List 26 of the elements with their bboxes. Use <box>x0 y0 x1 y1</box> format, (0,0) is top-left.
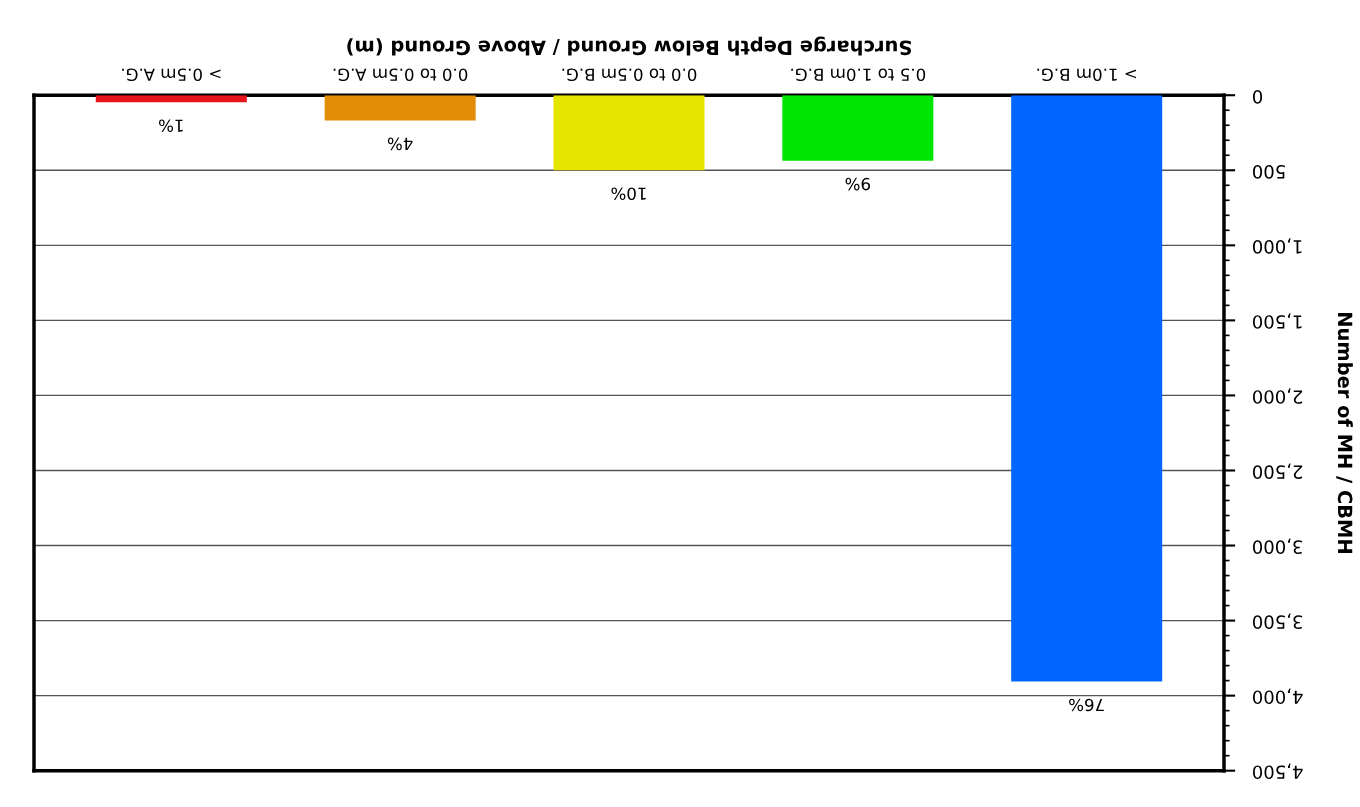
y-tick-label: 3,500 <box>1252 613 1303 629</box>
y-axis-title: Number of MH / CBMH <box>1336 313 1353 553</box>
bar <box>1011 95 1163 682</box>
x-tick-label: > 0.5m A.G. <box>122 68 221 82</box>
y-tick-label: 4,500 <box>1252 763 1303 780</box>
bar <box>324 95 476 121</box>
y-tick-label: 2,500 <box>1252 463 1303 479</box>
y-tick-label: 2,000 <box>1252 388 1303 404</box>
x-tick-label: 0.0 to 0.5m B.G. <box>562 68 697 82</box>
y-tick-label: 4,000 <box>1252 688 1303 705</box>
x-tick-label: 0.0 to 0.5m A.G. <box>333 68 468 82</box>
annotation: 9% <box>845 177 871 191</box>
y-tick-label: 1,500 <box>1252 313 1302 329</box>
y-tick-label: 1,000 <box>1252 238 1302 254</box>
annotation: 4% <box>387 137 413 151</box>
x-tick-label: > 1.0m B.G. <box>1037 68 1137 82</box>
x-tick-label: 0.5 to 1.0m B.G. <box>791 68 926 82</box>
x-axis-title: Surcharge Depth Below Ground / Above Ground (m) <box>347 36 911 56</box>
y-tick-label: 500 <box>1252 165 1285 179</box>
bar <box>553 95 705 171</box>
annotation: 76% <box>1069 698 1104 712</box>
annotation: 10% <box>611 187 646 200</box>
annotation: 1% <box>159 119 183 133</box>
y-tick-label: 3,000 <box>1252 538 1303 554</box>
bar <box>782 95 934 161</box>
y-tick-label: 0 <box>1252 89 1263 104</box>
